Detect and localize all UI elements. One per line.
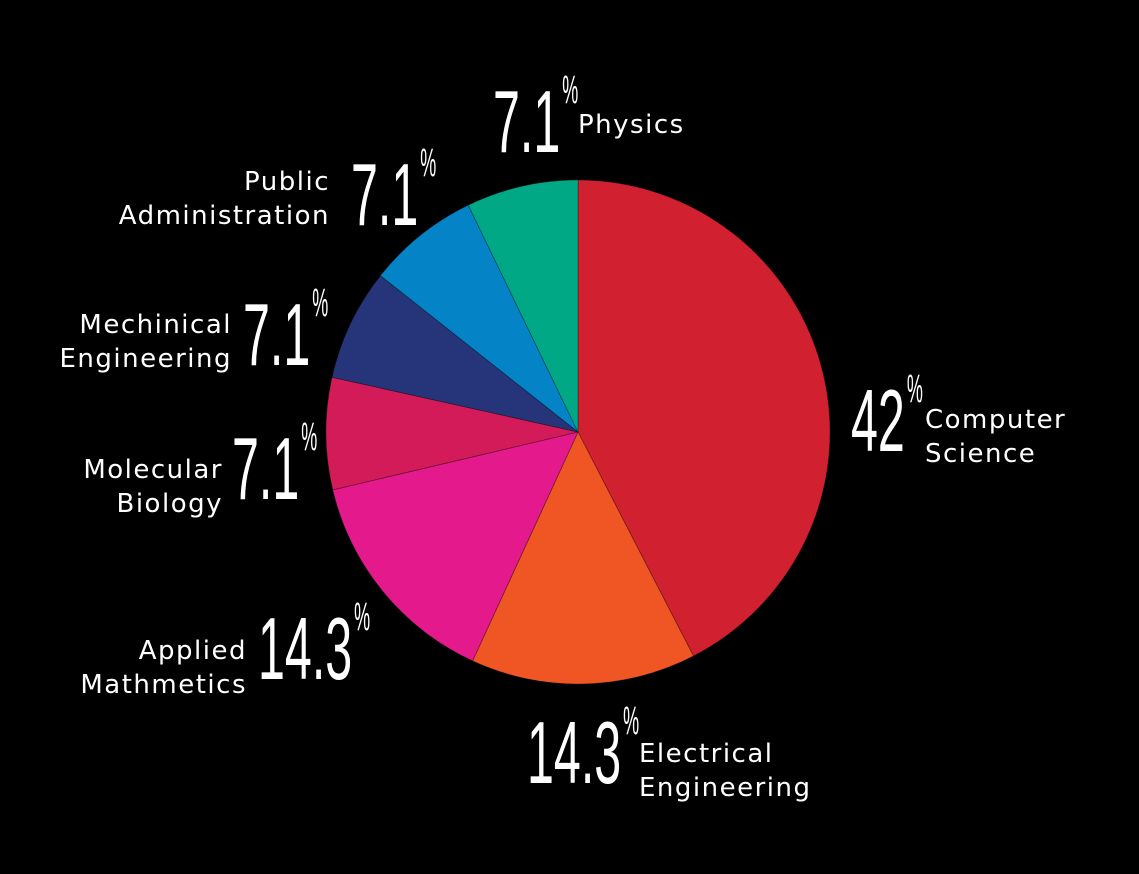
pie-slice-public-administration [379,204,579,433]
pie-slice-computer-science [577,179,831,657]
slice-value-label: 14.3 [527,705,621,803]
slice-category-label: Biology [117,489,224,519]
percent-sign: % [562,67,578,112]
slice-label-group: 14.3 %Electrical Engineering [527,698,812,803]
slice-value-label: 14.3 [258,601,352,699]
slice-value-label: 7.1 [243,287,310,385]
slice-category-label: Molecular [83,455,223,485]
percent-sign: % [354,594,370,639]
slice-value-label: 7.1 [351,147,418,245]
slice-category-label: Physics [578,110,685,140]
percent-sign: % [623,698,639,743]
slice-category-label: Electrical [639,739,774,769]
slice-label-group: 7.1 % Molecular Biology [83,414,317,519]
pie-slices [325,179,831,685]
slice-category-label: Public [244,167,330,197]
slice-category-label: Administration [119,201,330,231]
pie-slice-applied-mathmetics [332,431,579,662]
pie-slice-mechinical-engineering [331,275,579,433]
percent-sign: % [301,414,317,459]
percent-sign: % [312,280,328,325]
slice-label-group: 7.1 %Physics [493,67,685,172]
pie-slice-physics [467,179,579,433]
slice-value-label: 7.1 [493,74,560,172]
slice-label-group: 7.1 % Mechinical Engineering [60,280,329,384]
percent-sign: % [907,366,923,411]
pie-slice-electrical-engineering [472,431,695,685]
slice-category-label: Mathmetics [80,670,247,700]
percent-sign: % [420,140,436,185]
slice-category-label: Engineering [639,773,812,803]
slice-value-label: 42 [851,373,905,471]
slice-category-label: Computer [925,405,1066,435]
slice-label-group: 7.1 % Public Administration [119,140,437,244]
slice-label-group: 14.3 % Applied Mathmetics [80,594,370,700]
slice-category-label: Engineering [60,344,233,374]
pie-slice-molecular-biology [325,376,579,491]
slice-category-label: Applied [139,636,247,666]
slice-category-label: Mechinical [79,310,232,340]
slice-label-group: 42 %Computer Science [851,366,1066,471]
slice-value-label: 7.1 [232,421,299,519]
slice-category-label: Science [925,439,1036,469]
